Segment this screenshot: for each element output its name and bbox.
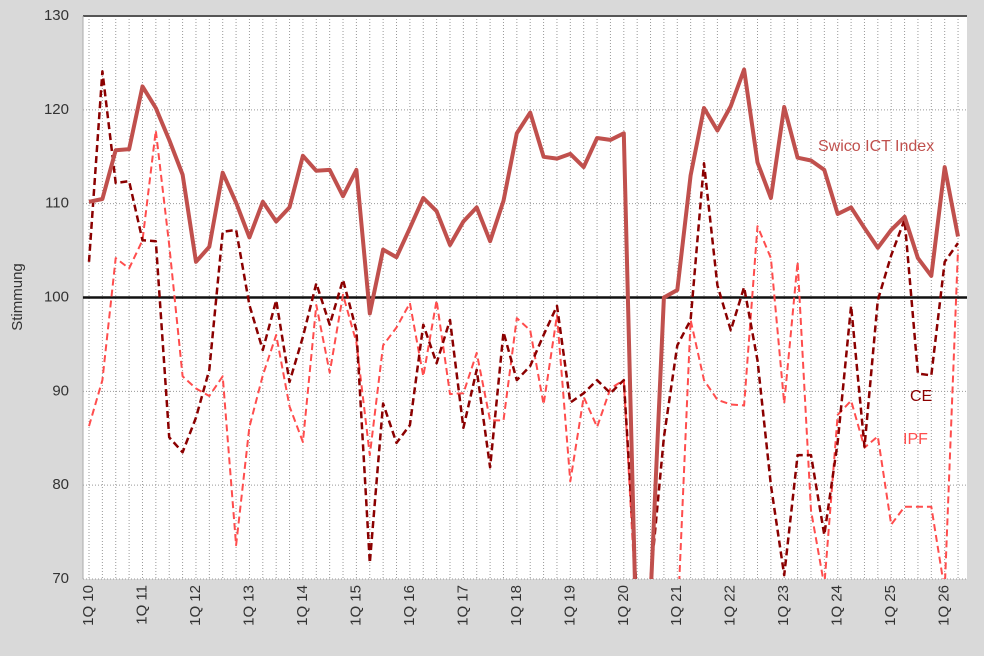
x-tick-label: 1Q 12 (187, 585, 204, 626)
x-tick-label: 1Q 20 (615, 585, 632, 626)
x-tick-label: 1Q 15 (347, 585, 364, 626)
series-label: Swico ICT Index (818, 138, 934, 155)
x-tick-label: 1Q 22 (722, 585, 739, 626)
y-tick-label: 100 (44, 288, 69, 305)
series-label: IPF (903, 431, 928, 448)
x-tick-label: 1Q 14 (294, 585, 311, 626)
series-line (88, 67, 960, 579)
x-tick-label: 1Q 23 (775, 585, 792, 626)
series-line (88, 129, 959, 579)
x-tick-label: 1Q 17 (454, 585, 471, 626)
y-tick-label: 90 (52, 382, 69, 399)
y-tick-label: 130 (44, 7, 69, 24)
x-tick-label: 1Q 24 (829, 585, 846, 626)
y-tick-label: 120 (44, 101, 69, 118)
y-tick-label: 80 (52, 476, 69, 493)
series-line (87, 70, 960, 579)
y-tick-label: 70 (52, 570, 69, 587)
x-tick-label: 1Q 19 (561, 585, 578, 626)
x-tick-label: 1Q 16 (401, 585, 418, 626)
x-tick-label: 1Q 18 (508, 585, 525, 626)
y-tick-label: 110 (45, 195, 69, 212)
x-tick-label: 1Q 13 (240, 585, 257, 626)
series-label: CE (910, 388, 932, 405)
x-tick-label: 1Q 11 (133, 585, 150, 625)
x-tick-label: 1Q 26 (936, 585, 953, 626)
y-axis-label: Stimmung (9, 263, 26, 331)
series-group (87, 67, 960, 579)
x-tick-label: 1Q 10 (80, 585, 97, 626)
x-tick-label: 1Q 25 (882, 585, 899, 626)
x-tick-label: 1Q 21 (668, 585, 685, 626)
